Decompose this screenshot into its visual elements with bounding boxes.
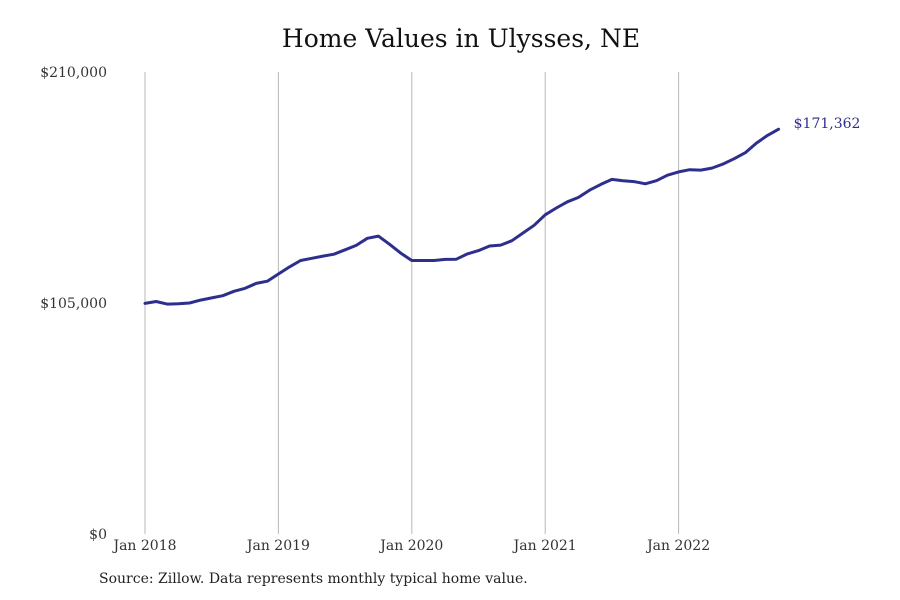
y-axis-ticks: $0 $105,000 $210,000 bbox=[40, 65, 107, 543]
chart-title: Home Values in Ulysses, NE bbox=[281, 24, 641, 53]
x-tick-label: Jan 2020 bbox=[378, 538, 443, 554]
end-value-label: $171,362 bbox=[794, 116, 861, 132]
series-layer bbox=[143, 127, 781, 306]
y-tick-label: $210,000 bbox=[40, 65, 107, 81]
x-tick-label: Jan 2019 bbox=[245, 538, 310, 554]
y-tick-label: $105,000 bbox=[40, 296, 107, 312]
y-tick-label: $0 bbox=[89, 527, 107, 543]
x-tick-label: Jan 2022 bbox=[645, 538, 710, 554]
x-axis-ticks: Jan 2018 Jan 2019 Jan 2020 Jan 2021 Jan 2022 bbox=[111, 538, 710, 554]
x-tick-label: Jan 2021 bbox=[512, 538, 577, 554]
data-labels: $171,362 bbox=[794, 116, 861, 132]
gridlines bbox=[144, 72, 680, 534]
source-note: Source: Zillow. Data represents monthly … bbox=[99, 571, 528, 587]
x-tick-label: Jan 2018 bbox=[111, 538, 176, 554]
series-line bbox=[143, 127, 781, 306]
